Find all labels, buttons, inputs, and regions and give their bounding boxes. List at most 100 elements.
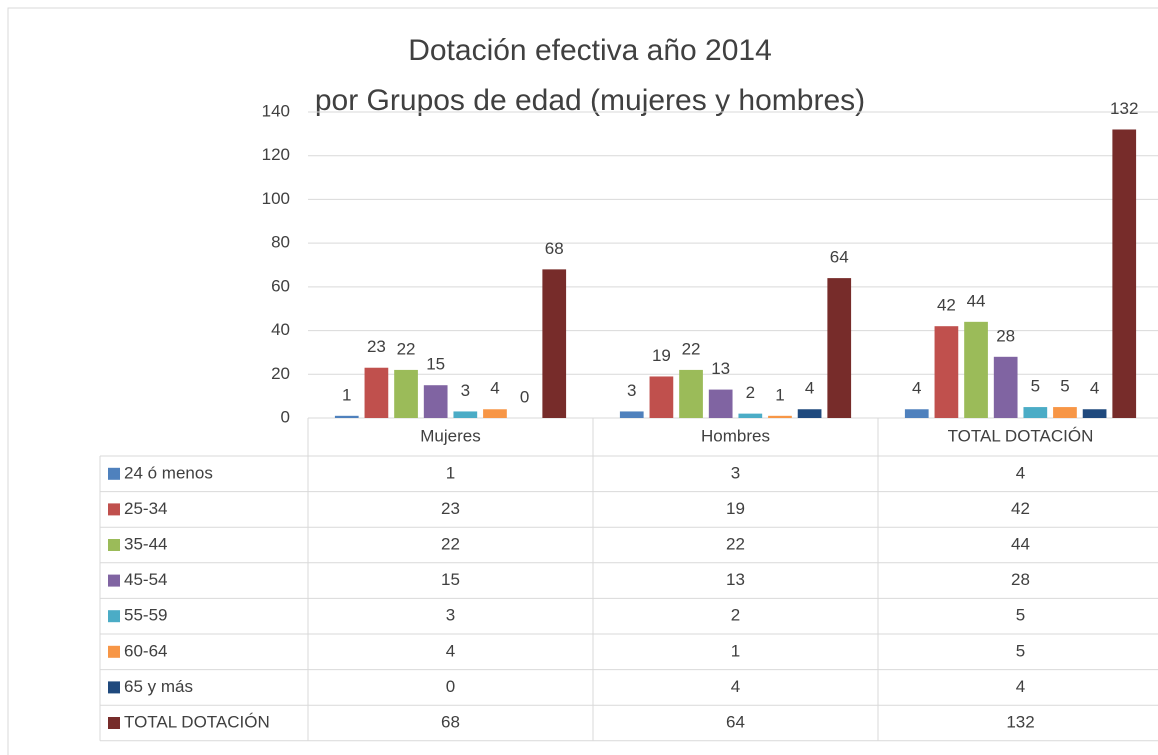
bar: [934, 326, 959, 418]
table-cell: 68: [441, 712, 460, 731]
table-cell: 1: [731, 641, 740, 660]
table-cell: 23: [441, 499, 460, 518]
table-cell: 13: [726, 570, 745, 589]
legend-swatch: [108, 503, 120, 516]
y-tick-label: 60: [271, 276, 290, 295]
y-tick-label: 80: [271, 233, 290, 252]
data-label: 1: [342, 385, 351, 404]
data-label: 4: [490, 379, 499, 398]
table-cell: 19: [726, 499, 745, 518]
legend-label: 24 ó menos: [124, 463, 213, 482]
legend-label: 25-34: [124, 499, 167, 518]
chart-title: Dotación efectiva año 2014: [408, 34, 772, 67]
table-cell: 44: [1011, 534, 1030, 553]
table-cell: 1: [446, 463, 455, 482]
table-cell: 42: [1011, 499, 1030, 518]
y-tick-label: 0: [281, 407, 290, 426]
bar: [738, 413, 763, 418]
table-cell: 22: [441, 534, 460, 553]
chart-subtitle: por Grupos de edad (mujeres y hombres): [315, 84, 865, 117]
bar: [827, 278, 852, 418]
legend-label: 35-44: [124, 534, 167, 553]
bar: [768, 415, 792, 418]
data-label: 19: [652, 346, 671, 365]
data-label: 28: [996, 326, 1015, 345]
legend-label: 45-54: [124, 570, 167, 589]
bar: [797, 409, 822, 418]
data-label: 15: [426, 355, 445, 374]
bar: [453, 411, 478, 418]
data-label: 5: [1031, 377, 1040, 396]
legend-label: 60-64: [124, 641, 167, 660]
data-label: 4: [912, 379, 921, 398]
bar: [649, 376, 674, 418]
y-tick-label: 20: [271, 364, 290, 383]
bar: [423, 385, 448, 418]
legend-label: 65 y más: [124, 677, 193, 696]
data-label: 3: [461, 381, 470, 400]
bar: [708, 389, 733, 418]
data-label: 64: [830, 248, 849, 267]
table-cell: 5: [1016, 606, 1025, 625]
table-cell: 4: [1016, 677, 1025, 696]
table-cell: 0: [446, 677, 455, 696]
bar: [394, 369, 418, 418]
data-label: 1: [775, 385, 784, 404]
data-label: 22: [397, 339, 416, 358]
table-header: Mujeres: [420, 426, 480, 445]
data-label: 5: [1060, 377, 1069, 396]
table-cell: 132: [1006, 712, 1034, 731]
table-cell: 3: [446, 606, 455, 625]
bar: [542, 269, 567, 418]
legend-swatch: [108, 717, 120, 729]
data-label: 42: [937, 296, 956, 315]
legend-swatch: [108, 645, 120, 658]
bar: [964, 321, 988, 418]
data-label: 68: [545, 239, 564, 258]
table-cell: 4: [1016, 463, 1025, 482]
y-tick-label: 40: [271, 320, 290, 339]
bar: [1112, 129, 1137, 418]
data-label: 4: [805, 379, 814, 398]
table-cell: 4: [731, 677, 740, 696]
bar: [619, 411, 644, 418]
bar: [679, 369, 703, 418]
bar: [1053, 407, 1077, 418]
table-cell: 2: [731, 606, 740, 625]
y-tick-label: 120: [262, 145, 290, 164]
data-label: 22: [682, 339, 701, 358]
legend-swatch: [108, 539, 120, 551]
table-cell: 5: [1016, 641, 1025, 660]
bar: [334, 415, 359, 418]
data-label: 0: [520, 387, 529, 406]
table-header: Hombres: [701, 426, 770, 445]
legend-label: 55-59: [124, 606, 167, 625]
data-label: 2: [746, 383, 755, 402]
table-cell: 4: [446, 641, 455, 660]
legend-label: TOTAL DOTACIÓN: [124, 712, 270, 731]
data-label: 132: [1110, 99, 1138, 118]
data-label: 4: [1090, 379, 1099, 398]
legend-swatch: [108, 681, 120, 694]
y-tick-label: 100: [262, 189, 290, 208]
table-header: TOTAL DOTACIÓN: [948, 426, 1094, 445]
bar: [483, 409, 507, 418]
table-cell: 64: [726, 712, 745, 731]
table-cell: 28: [1011, 570, 1030, 589]
table-cell: 3: [731, 463, 740, 482]
bar: [1023, 407, 1048, 418]
y-tick-label: 140: [262, 101, 290, 120]
data-label: 23: [367, 337, 386, 356]
bar: [993, 356, 1018, 418]
legend-swatch: [108, 574, 120, 587]
table-cell: 22: [726, 534, 745, 553]
bar: [1082, 409, 1107, 418]
data-label: 3: [627, 381, 636, 400]
bar: [904, 409, 929, 418]
legend-swatch: [108, 467, 120, 480]
legend-swatch: [108, 610, 120, 623]
data-label: 44: [967, 291, 986, 310]
table-cell: 15: [441, 570, 460, 589]
data-label: 13: [711, 359, 730, 378]
